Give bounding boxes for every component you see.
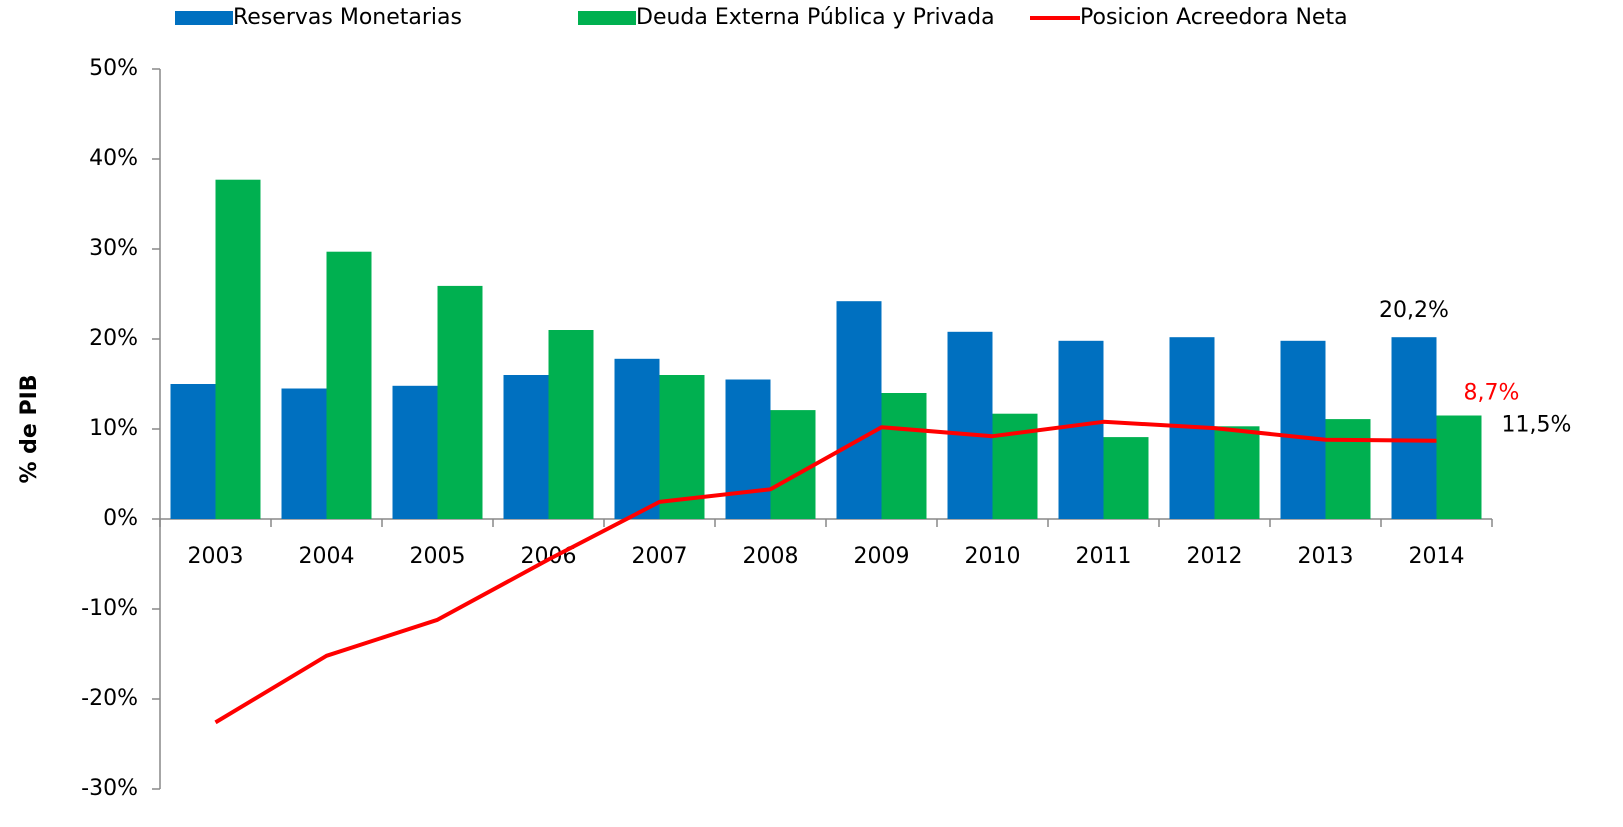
y-tick-label: 10% xyxy=(89,416,138,441)
bar xyxy=(281,388,327,519)
x-tick-label: 2011 xyxy=(1076,544,1132,569)
y-tick-label: 0% xyxy=(103,506,138,531)
bar xyxy=(659,375,705,519)
bar xyxy=(1214,426,1260,519)
bar xyxy=(1436,415,1482,519)
x-tick-label: 2009 xyxy=(854,544,910,569)
data-label: 11,5% xyxy=(1502,413,1572,438)
bar xyxy=(1325,419,1371,519)
bar xyxy=(326,251,372,519)
x-tick-label: 2008 xyxy=(743,544,799,569)
y-tick-label: -20% xyxy=(81,686,138,711)
y-axis-label: % de PIB xyxy=(17,374,42,483)
data-label: 8,7% xyxy=(1464,381,1520,406)
x-tick-label: 2004 xyxy=(299,544,355,569)
y-tick-label: -10% xyxy=(81,596,138,621)
bar xyxy=(1103,437,1149,519)
bar xyxy=(881,393,927,519)
x-tick-label: 2005 xyxy=(410,544,466,569)
bar xyxy=(947,331,993,519)
x-tick-label: 2013 xyxy=(1298,544,1354,569)
data-label: 20,2% xyxy=(1379,298,1449,323)
bar xyxy=(215,179,261,519)
bar xyxy=(548,330,594,519)
legend-label: Posicion Acreedora Neta xyxy=(1080,5,1348,30)
bar xyxy=(437,285,483,519)
bar xyxy=(503,375,549,519)
bar xyxy=(770,410,816,519)
legend-label: Deuda Externa Pública y Privada xyxy=(636,5,995,30)
bar xyxy=(1391,337,1437,519)
x-tick-label: 2007 xyxy=(632,544,688,569)
legend-label: Reservas Monetarias xyxy=(233,5,462,30)
legend-swatch xyxy=(175,11,233,25)
bar xyxy=(614,358,660,519)
y-tick-label: -30% xyxy=(81,776,138,801)
y-tick-label: 50% xyxy=(89,56,138,81)
line xyxy=(214,419,1437,725)
bar xyxy=(1058,340,1104,519)
x-tick-label: 2012 xyxy=(1187,544,1243,569)
x-tick-label: 2014 xyxy=(1409,544,1465,569)
x-tick-label: 2003 xyxy=(188,544,244,569)
y-tick-label: 40% xyxy=(89,146,138,171)
bar xyxy=(1280,340,1326,519)
x-tick-label: 2010 xyxy=(965,544,1021,569)
y-tick-label: 20% xyxy=(89,326,138,351)
y-tick-label: 30% xyxy=(89,236,138,261)
bar xyxy=(170,384,216,519)
bar xyxy=(725,379,771,519)
legend-swatch xyxy=(578,11,636,25)
bar xyxy=(392,385,438,519)
bar xyxy=(836,301,882,519)
